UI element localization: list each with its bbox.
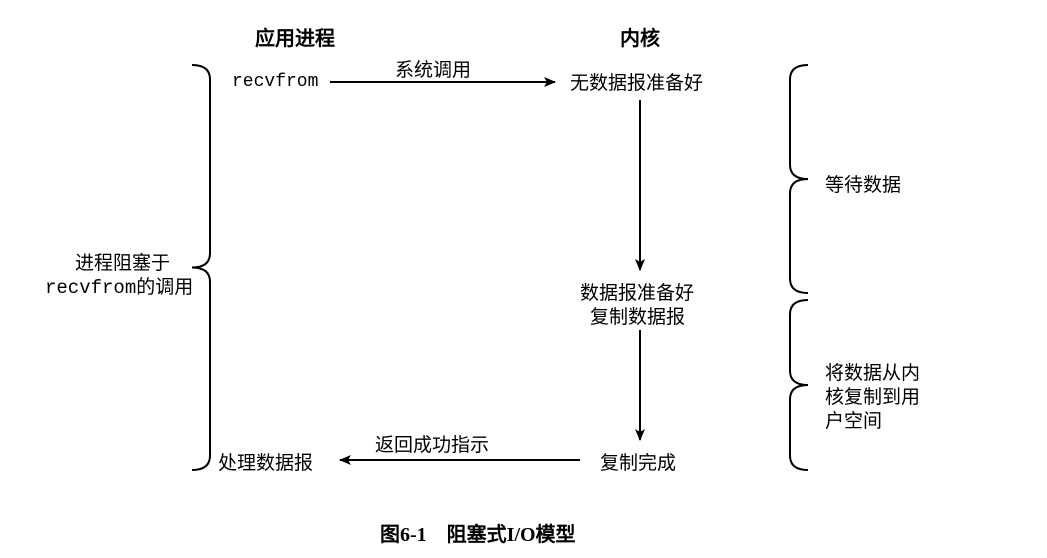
diagram-svg xyxy=(0,0,1047,558)
right-brace-bot xyxy=(790,300,808,470)
right-brace-top xyxy=(790,65,808,293)
left-brace xyxy=(192,65,210,470)
